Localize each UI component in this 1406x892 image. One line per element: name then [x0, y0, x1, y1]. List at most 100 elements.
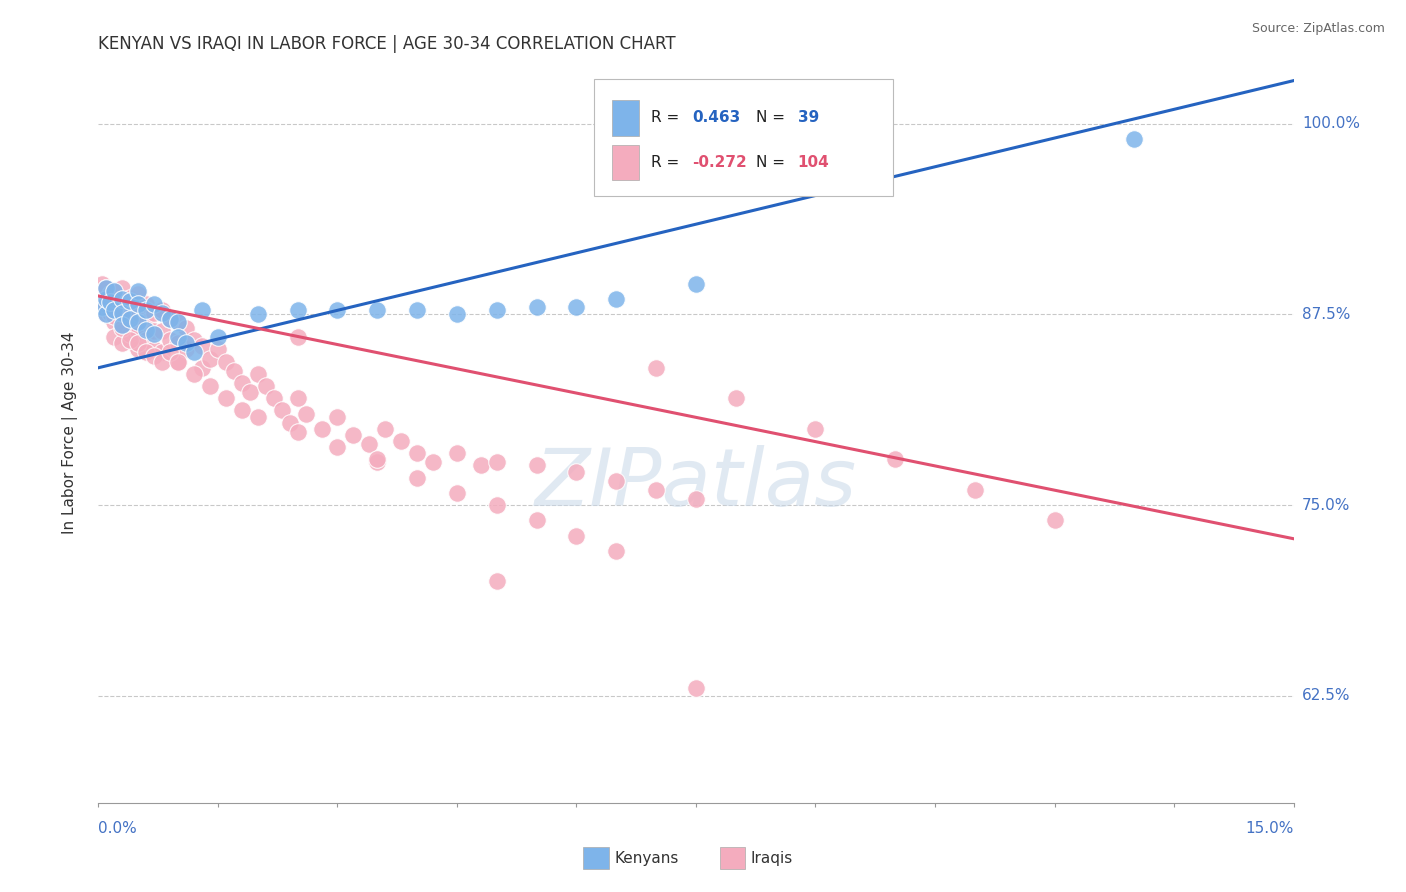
- Point: [804, 422, 827, 436]
- Point: [215, 391, 238, 405]
- Point: [685, 681, 707, 696]
- Text: 104: 104: [797, 155, 830, 169]
- Point: [127, 336, 149, 351]
- Point: [183, 333, 205, 347]
- Point: [111, 306, 134, 320]
- Point: [645, 483, 668, 497]
- Point: [120, 309, 142, 323]
- Point: [96, 281, 118, 295]
- Text: N =: N =: [756, 111, 790, 126]
- Point: [605, 292, 627, 306]
- Point: [135, 322, 157, 336]
- Point: [167, 330, 190, 344]
- Point: [143, 324, 166, 338]
- Point: [485, 455, 508, 469]
- Point: [311, 422, 333, 436]
- Point: [422, 455, 444, 469]
- Point: [111, 281, 134, 295]
- Point: [222, 364, 245, 378]
- Text: 75.0%: 75.0%: [1302, 498, 1350, 513]
- Point: [207, 343, 229, 357]
- Text: R =: R =: [651, 155, 683, 169]
- Point: [143, 349, 166, 363]
- Text: KENYAN VS IRAQI IN LABOR FORCE | AGE 30-34 CORRELATION CHART: KENYAN VS IRAQI IN LABOR FORCE | AGE 30-…: [98, 35, 676, 53]
- Point: [91, 300, 114, 314]
- Point: [326, 409, 349, 424]
- Point: [127, 287, 149, 301]
- Point: [103, 315, 125, 329]
- Point: [103, 285, 125, 299]
- Point: [135, 315, 157, 329]
- Point: [485, 498, 508, 512]
- Text: 62.5%: 62.5%: [1302, 689, 1350, 704]
- Point: [263, 391, 285, 405]
- Point: [342, 428, 364, 442]
- Point: [685, 277, 707, 291]
- Point: [167, 354, 190, 368]
- Point: [389, 434, 412, 448]
- Point: [135, 302, 157, 317]
- FancyBboxPatch shape: [613, 100, 638, 136]
- Point: [159, 333, 181, 347]
- Point: [215, 354, 238, 368]
- Point: [406, 470, 429, 484]
- FancyBboxPatch shape: [613, 145, 638, 180]
- Point: [120, 333, 142, 347]
- Point: [103, 285, 125, 299]
- Point: [246, 409, 269, 424]
- Point: [111, 318, 134, 332]
- Point: [150, 306, 173, 320]
- Point: [143, 306, 166, 320]
- Point: [287, 302, 309, 317]
- Point: [565, 300, 588, 314]
- Point: [135, 345, 157, 359]
- FancyBboxPatch shape: [595, 78, 893, 195]
- Point: [174, 336, 197, 351]
- Point: [485, 574, 508, 589]
- Point: [167, 354, 190, 368]
- Point: [183, 345, 205, 359]
- Point: [1043, 513, 1066, 527]
- Point: [287, 425, 309, 439]
- Text: 87.5%: 87.5%: [1302, 307, 1350, 322]
- Point: [287, 391, 309, 405]
- Point: [120, 312, 142, 326]
- Point: [143, 343, 166, 357]
- Point: [294, 407, 316, 421]
- Text: -0.272: -0.272: [692, 155, 747, 169]
- Point: [127, 296, 149, 310]
- Point: [98, 295, 122, 310]
- Point: [605, 474, 627, 488]
- Point: [103, 309, 125, 323]
- Text: ZIPatlas: ZIPatlas: [534, 445, 858, 524]
- Point: [103, 302, 125, 317]
- Point: [91, 300, 114, 314]
- Text: Iraqis: Iraqis: [751, 851, 793, 865]
- Point: [198, 379, 221, 393]
- Point: [239, 385, 262, 400]
- Text: N =: N =: [756, 155, 790, 169]
- Point: [174, 321, 197, 335]
- Text: 0.463: 0.463: [692, 111, 741, 126]
- Point: [191, 302, 214, 317]
- Point: [150, 354, 173, 368]
- Point: [326, 440, 349, 454]
- Text: 39: 39: [797, 111, 818, 126]
- Point: [526, 513, 548, 527]
- Point: [724, 391, 747, 405]
- Point: [127, 324, 149, 338]
- Point: [183, 367, 205, 381]
- Point: [374, 422, 396, 436]
- Point: [191, 339, 214, 353]
- Point: [207, 330, 229, 344]
- Point: [470, 458, 492, 473]
- Point: [645, 360, 668, 375]
- Text: Source: ZipAtlas.com: Source: ZipAtlas.com: [1251, 22, 1385, 36]
- Point: [278, 416, 301, 430]
- Point: [406, 446, 429, 460]
- Point: [446, 446, 468, 460]
- Point: [526, 300, 548, 314]
- Point: [287, 330, 309, 344]
- Text: R =: R =: [651, 111, 683, 126]
- Point: [159, 345, 181, 359]
